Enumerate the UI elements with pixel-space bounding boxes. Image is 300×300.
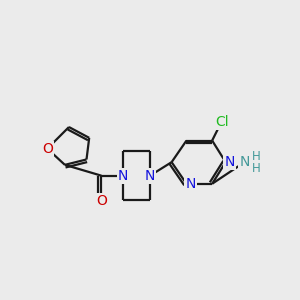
Text: N: N: [224, 155, 235, 169]
Text: O: O: [42, 142, 53, 156]
Text: Cl: Cl: [215, 115, 228, 129]
Text: N: N: [239, 155, 250, 169]
Text: N: N: [145, 169, 155, 183]
Text: O: O: [96, 194, 107, 208]
Text: H: H: [251, 162, 260, 175]
Text: N: N: [185, 177, 196, 191]
Text: N: N: [118, 169, 128, 183]
Text: H: H: [251, 150, 260, 163]
